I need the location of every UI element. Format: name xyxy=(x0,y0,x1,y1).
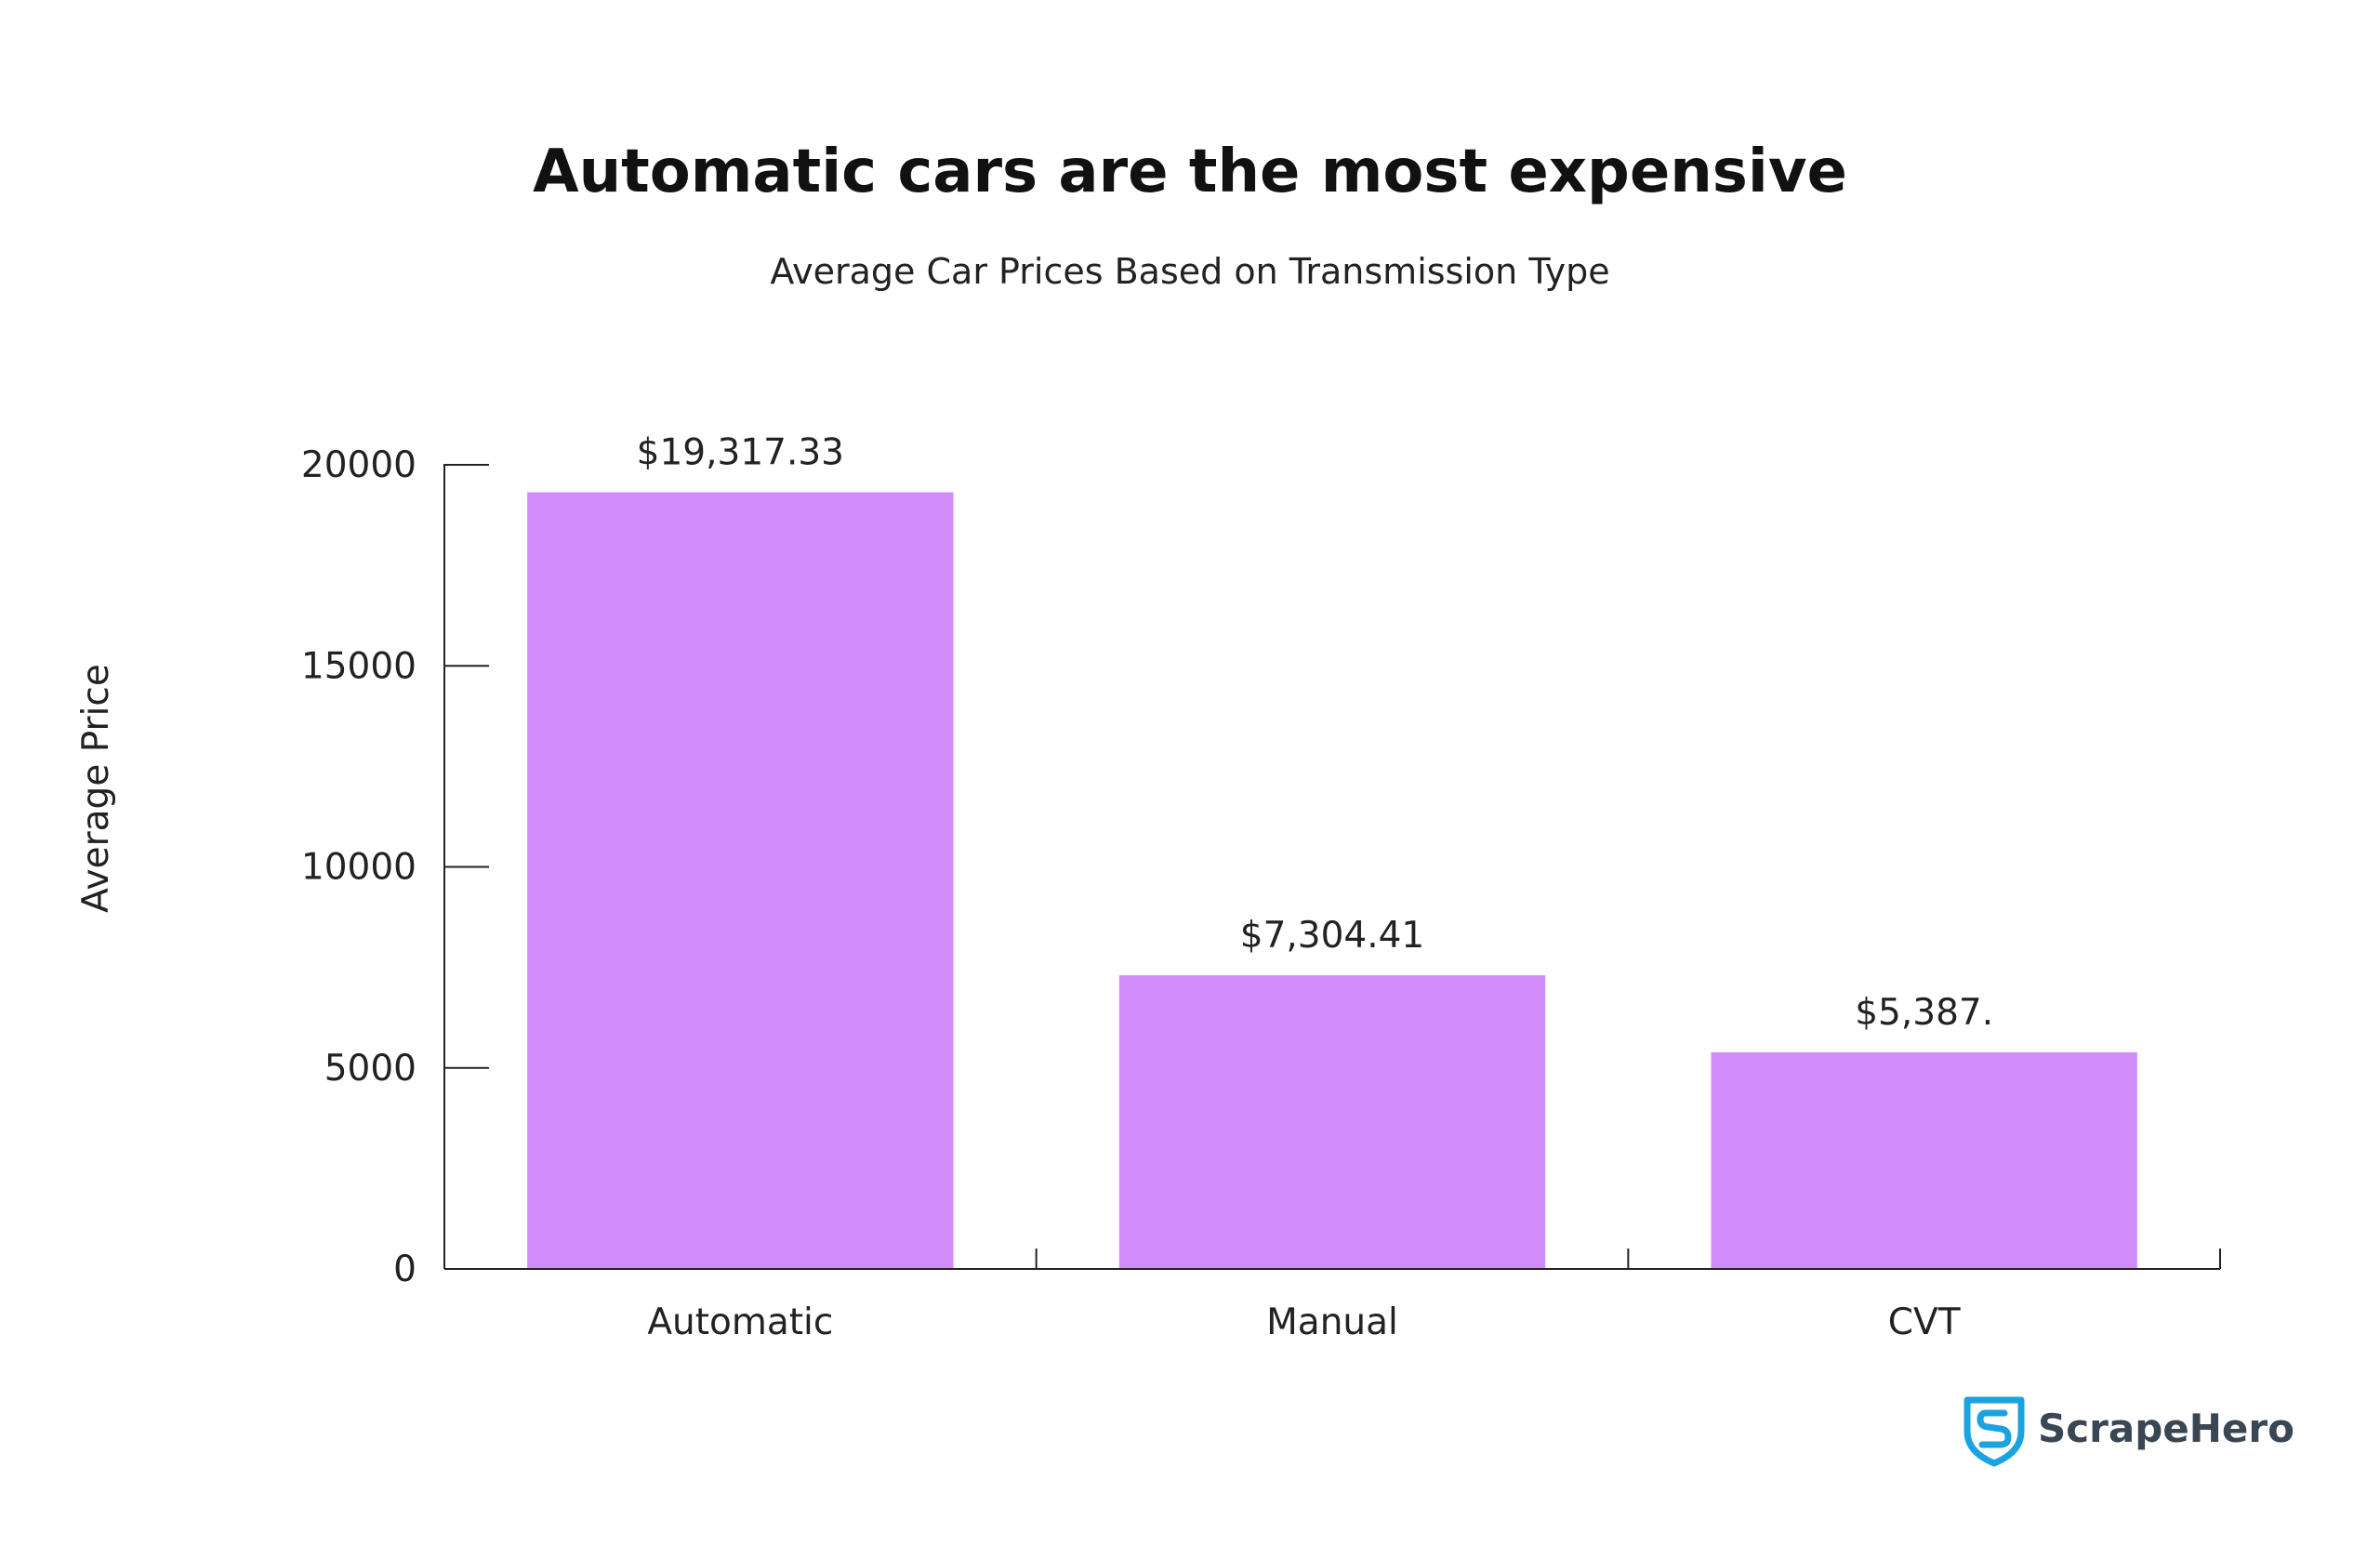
y-axis-title: Average Price xyxy=(75,664,117,913)
x-tick-label: CVT xyxy=(1888,1301,1961,1343)
data-label: $19,317.33 xyxy=(637,432,844,474)
data-label: $7,304.41 xyxy=(1240,915,1425,957)
bar-automatic xyxy=(527,492,954,1269)
axes-group: 0 5000 10000 15000 20000 Automatic Manual CVT xyxy=(301,444,2221,1343)
bar-cvt xyxy=(1711,1052,2137,1269)
logo-wordmark: ScrapeHero xyxy=(2038,1406,2294,1451)
x-tick-label: Automatic xyxy=(647,1301,833,1343)
y-tick-label: 5000 xyxy=(324,1048,416,1090)
shield-s-icon xyxy=(1964,1396,2025,1467)
x-tick-label: Manual xyxy=(1266,1301,1398,1343)
y-tick-label: 10000 xyxy=(301,847,416,889)
data-labels-group: $19,317.33 $7,304.41 $5,387. xyxy=(637,432,1993,1034)
scrapehero-logo: ScrapeHero xyxy=(1962,1394,2294,1469)
y-tick-label: 20000 xyxy=(301,444,416,486)
bar-manual xyxy=(1118,975,1546,1269)
data-label: $5,387. xyxy=(1855,992,1993,1034)
bars-group xyxy=(527,492,2137,1269)
y-tick-label: 0 xyxy=(393,1249,416,1290)
chart-subtitle: Average Car Prices Based on Transmission… xyxy=(770,251,1610,292)
chart-title: Automatic cars are the most expensive xyxy=(533,138,1847,206)
y-tick-label: 15000 xyxy=(301,645,416,687)
